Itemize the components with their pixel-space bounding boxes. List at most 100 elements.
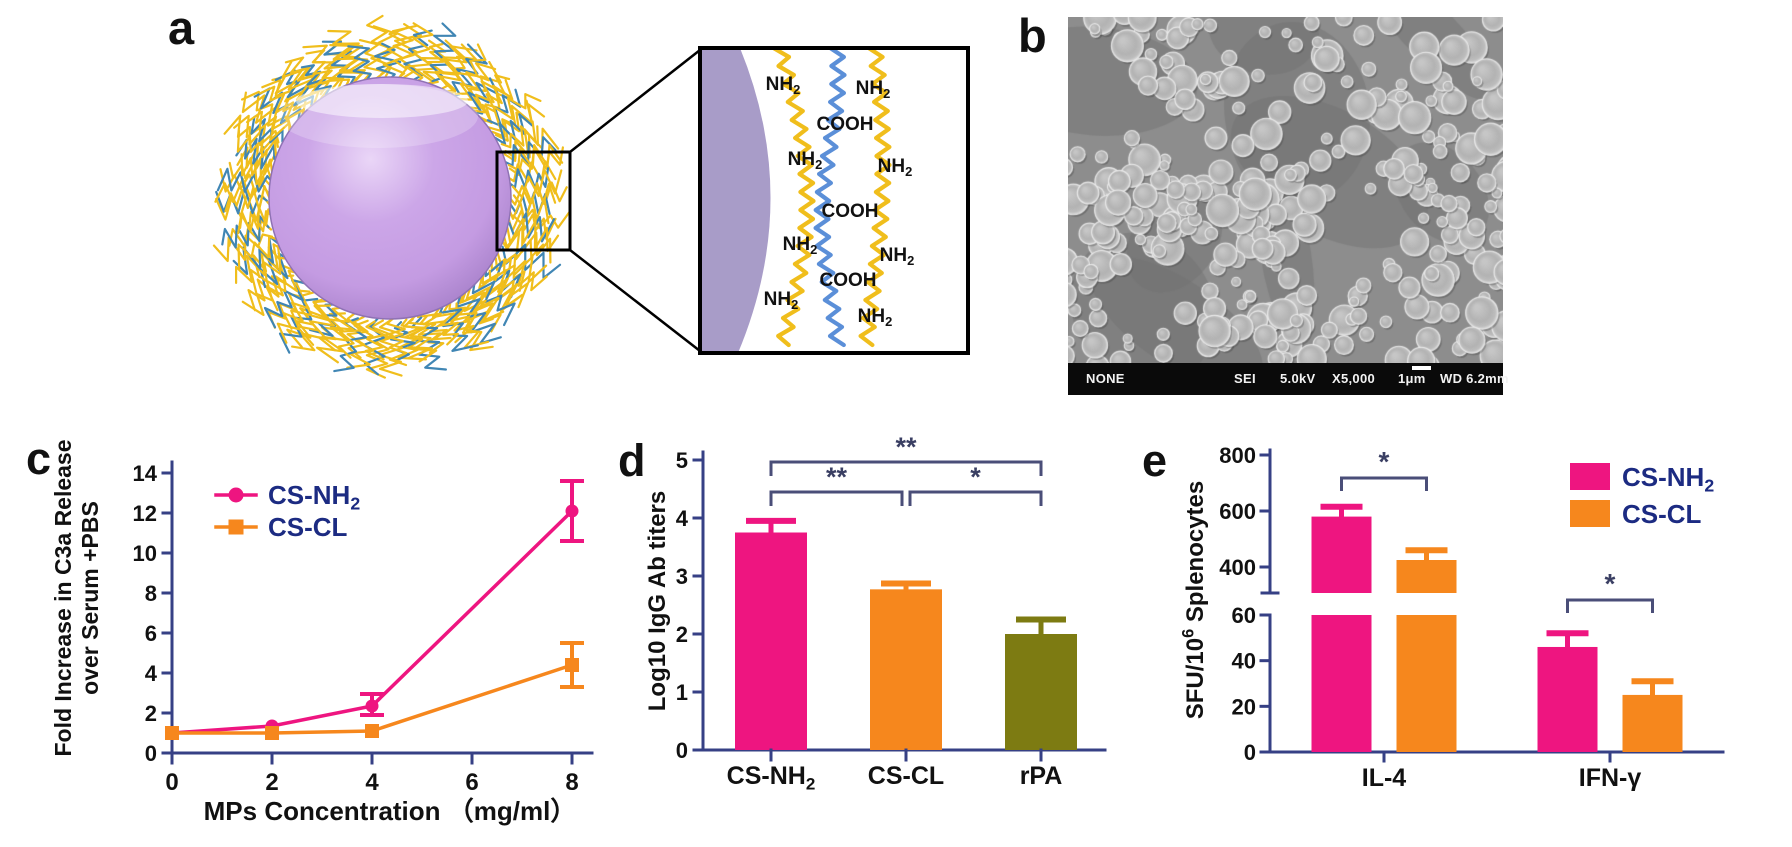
x-tick-label: 6: [465, 769, 478, 796]
corona-chain: [391, 24, 418, 77]
y-tick-label: 0: [1244, 740, 1256, 765]
sem-info-wd: WD 6.2mm: [1440, 371, 1509, 386]
corona-chain: [434, 45, 478, 94]
panel-b-label: b: [1018, 9, 1047, 62]
significance-bracket: [769, 490, 904, 506]
significance-label: **: [826, 462, 848, 492]
corona-chain: [300, 64, 332, 96]
sem-info-bar: NONE SEI 5.0kV X5,000 1μm WD 6.2mm: [1068, 363, 1509, 395]
y-tick-label: 12: [133, 501, 157, 526]
legend-swatch: [1570, 463, 1610, 490]
panel-d-label: d: [618, 435, 646, 486]
corona-chain: [267, 279, 310, 329]
microparticle-sphere: [268, 76, 512, 320]
y-tick-label: 0: [676, 738, 688, 763]
y-tick-label: 4: [145, 661, 158, 686]
x-category-label: IL-4: [1362, 764, 1407, 792]
significance-bracket: [769, 460, 1043, 476]
x-category-label: CS-CL: [868, 762, 944, 790]
inset-chem-label: NH2: [880, 245, 915, 268]
panel-e-bar-chart: 400 600 800 0 20 40 60 SFU/106 Splenocytes IL-4 *…: [1179, 443, 1725, 792]
inset-chem-label: COOH: [822, 201, 879, 222]
corona-chain: [439, 302, 479, 352]
series-line: [172, 663, 573, 735]
y-tick-label: 0: [145, 741, 157, 766]
inset-chem-label: COOH: [820, 270, 877, 291]
y-tick-label: 6: [145, 621, 157, 646]
x-tick-label: 8: [565, 769, 578, 796]
x-category-label: IFN-γ: [1579, 764, 1642, 792]
corona-chain: [337, 312, 362, 359]
corona-chain: [448, 299, 490, 349]
legend-label: CS-NH2: [268, 480, 360, 514]
corona-chain: [247, 263, 294, 312]
corona-chain: [215, 186, 268, 215]
y-tick-label: 2: [676, 622, 688, 647]
bar-CS-NH2: [735, 532, 807, 750]
y-axis-label: Log10 IgG Ab titers: [644, 491, 671, 711]
series-line: [171, 509, 574, 735]
corona-chain: [252, 245, 286, 279]
x-category-label: rPA: [1020, 762, 1063, 790]
data-point: [265, 726, 279, 740]
corona-chain: [437, 43, 477, 96]
corona-chain: [286, 298, 326, 349]
legend-label: CS-NH2: [1622, 462, 1714, 496]
corona-chain: [347, 45, 372, 83]
zoom-source-rect: [495, 150, 572, 252]
corona-chain: [241, 90, 292, 128]
panel-c-label: c: [26, 433, 52, 484]
inset-chem-label: NH2: [764, 289, 799, 312]
data-point: [365, 699, 379, 713]
bar: [1537, 646, 1598, 752]
y-tick-label: 1: [676, 680, 688, 705]
inset-polymer-chain: [858, 50, 892, 348]
panel-a-label: a: [168, 1, 195, 54]
legend-label: CS-CL: [1622, 499, 1702, 529]
y-tick-label: 8: [145, 581, 157, 606]
sem-scale-bar: [1412, 366, 1431, 370]
corona-chain: [464, 60, 503, 110]
corona-chain: [512, 182, 557, 205]
inset-chem-label: NH2: [783, 234, 818, 257]
bar-lower: [1311, 615, 1372, 752]
x-tick-label: 2: [265, 769, 278, 796]
sphere-highlight: [296, 84, 468, 118]
polymer-corona: [212, 14, 571, 379]
y-tick-label: 5: [676, 448, 688, 473]
corona-chain: [212, 233, 274, 263]
x-axis-label: MPs Concentration （mg/ml）: [204, 796, 577, 826]
bar-CS-CL: [870, 589, 942, 750]
corona-chain: [382, 316, 408, 367]
corona-chain: [478, 272, 522, 313]
sem-info-voltage: 5.0kV: [1280, 371, 1316, 386]
inset-polymer-chain: [772, 50, 816, 348]
inset-chem-label: NH2: [878, 156, 913, 179]
data-point: [565, 658, 579, 672]
corona-chain: [382, 26, 411, 82]
inset-border: [698, 46, 970, 355]
legend-label: CS-CL: [268, 512, 348, 542]
corona-chain: [316, 312, 355, 364]
y-tick-label: 60: [1232, 603, 1256, 628]
corona-chain: [471, 74, 511, 114]
inset-polymer-chain: [813, 50, 847, 348]
y-tick-label: 10: [133, 541, 157, 566]
corona-chain: [407, 312, 438, 363]
y-tick-label: 4: [676, 506, 689, 531]
panel-b-sem: NONE SEI 5.0kV X5,000 1μm WD 6.2mm: [1068, 17, 1509, 395]
corona-chain: [455, 294, 502, 345]
zoom-connector-bottom: [568, 248, 702, 353]
inset-chains: [772, 50, 892, 348]
legend-marker-circle: [228, 487, 244, 503]
y-axis-label: Fold Increase in C3a Release: [50, 439, 76, 756]
corona-chain: [241, 91, 293, 132]
legend-swatch: [1570, 500, 1610, 527]
corona-chain: [224, 185, 272, 213]
sem-info-none: NONE: [1086, 371, 1125, 386]
significance-label: *: [1379, 446, 1390, 477]
significance-bracket: [1340, 476, 1428, 491]
panel-e-label: e: [1142, 435, 1168, 486]
